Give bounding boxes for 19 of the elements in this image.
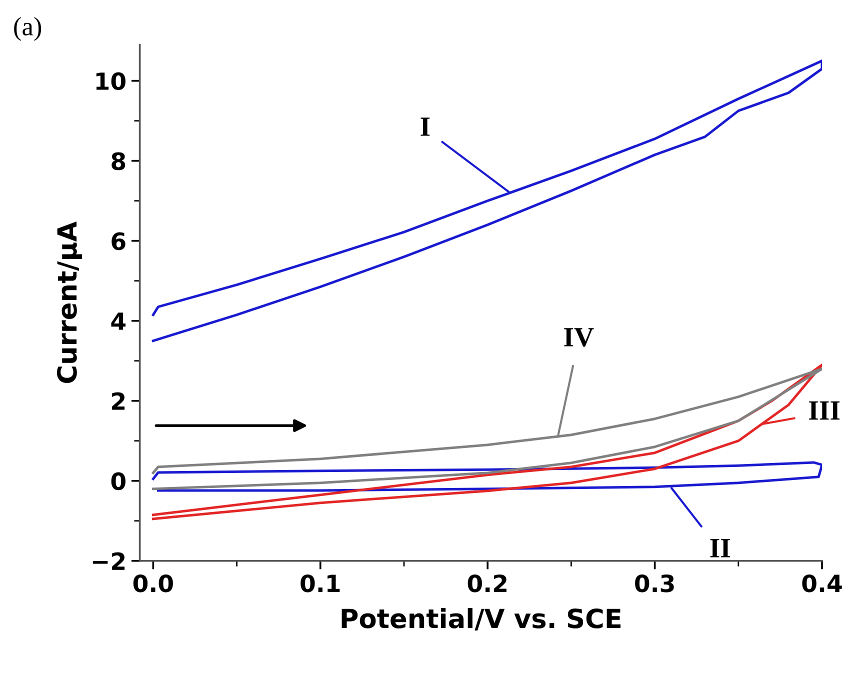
y-axis-title: Current/μA — [56, 221, 82, 383]
y-tick-label: 0 — [111, 472, 126, 490]
annotation: III — [809, 401, 840, 420]
y-tick-label: 6 — [112, 232, 126, 250]
x-tick-label: 0.4 — [802, 574, 842, 592]
x-tick-label: 0.0 — [133, 574, 173, 592]
y-tick-label: 10 — [96, 72, 126, 90]
annotation: IV — [564, 328, 594, 347]
annotation: II — [710, 539, 730, 558]
x-tick-label: 0.1 — [300, 574, 340, 592]
text: (a) — [14, 16, 42, 41]
y-tick-label: −2 — [92, 552, 125, 570]
annotation: I — [420, 118, 430, 136]
x-tick-label: 0.2 — [468, 574, 506, 592]
y-tick-label: 4 — [111, 312, 126, 330]
x-tick-label: 0.3 — [635, 574, 674, 592]
y-tick-label: 8 — [112, 152, 126, 170]
y-tick-label: 2 — [112, 392, 125, 410]
x-axis-title: Potential/V vs. SCE — [342, 608, 620, 631]
